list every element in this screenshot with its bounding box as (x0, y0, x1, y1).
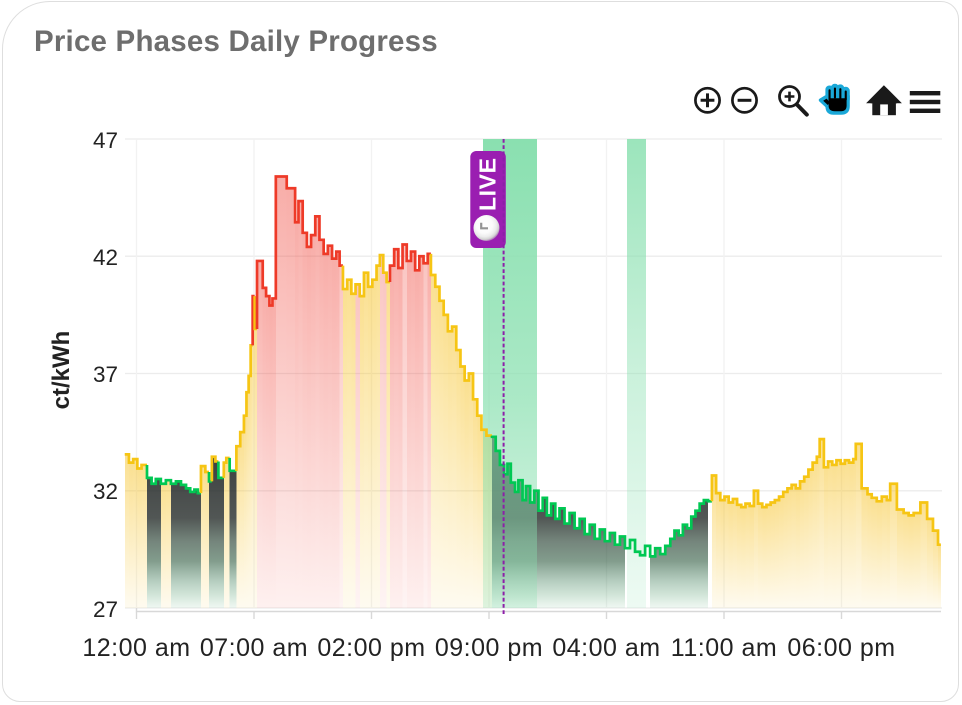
svg-text:LIVE: LIVE (475, 157, 501, 211)
